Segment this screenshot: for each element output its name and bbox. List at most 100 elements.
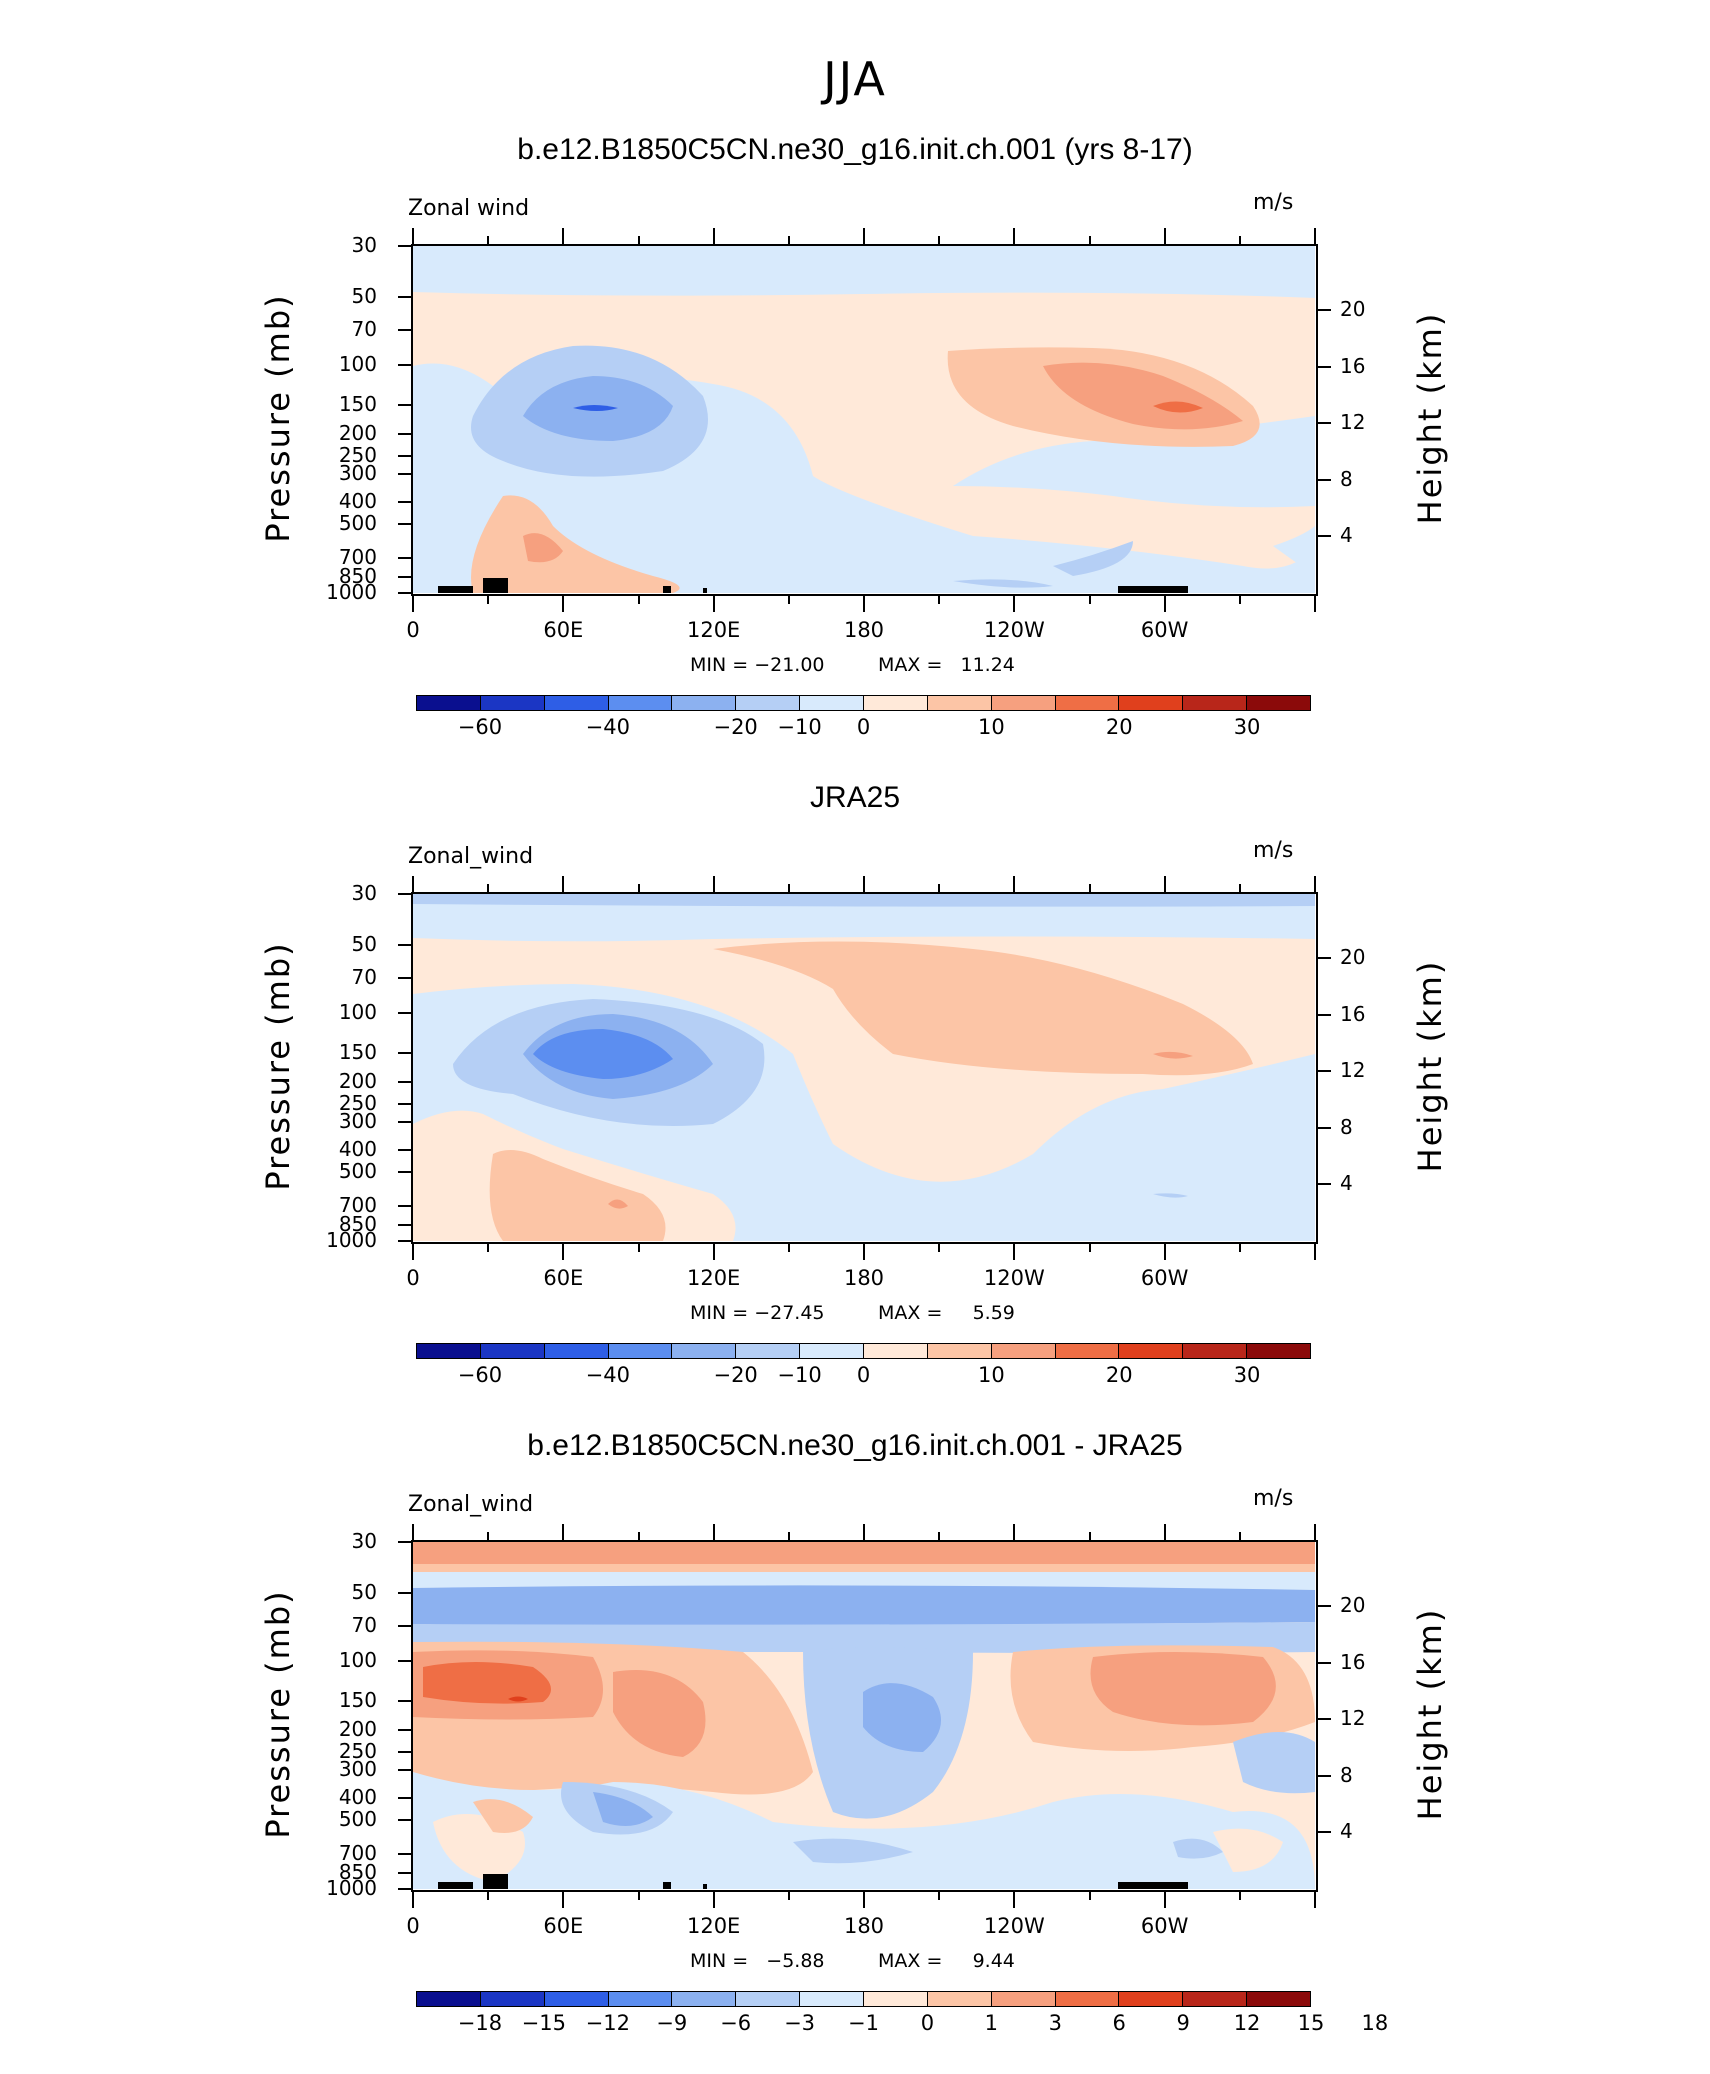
colorbar-label: 12 — [1233, 2011, 1261, 2035]
contour-region — [413, 1542, 1315, 1565]
land-mask — [663, 1882, 671, 1889]
colorbar-swatch — [672, 696, 737, 710]
y-right-axis-title: Height (km) — [1411, 959, 1449, 1173]
colorbar-label: −40 — [585, 1363, 630, 1387]
colorbar-swatch — [1055, 1344, 1120, 1358]
colorbar-swatch — [991, 696, 1056, 710]
x-tick — [863, 596, 865, 612]
colorbar-label: 10 — [977, 1363, 1005, 1387]
x-tick-label: 180 — [843, 1266, 885, 1290]
y-tick — [398, 1660, 411, 1663]
land-mask — [438, 1882, 473, 1889]
y-tick — [398, 893, 411, 895]
x-minor-tick — [1088, 884, 1091, 892]
x-minor-tick — [1238, 884, 1241, 892]
y-tick-label: 300 — [338, 1756, 377, 1781]
land-mask — [703, 1884, 707, 1889]
contour-region — [423, 1662, 551, 1704]
colorbar-swatch — [544, 1992, 609, 2006]
contour-region — [473, 1799, 533, 1833]
colorbar-label: 30 — [1233, 1363, 1261, 1387]
x-minor-tick — [938, 1244, 941, 1252]
colorbar-swatch — [1055, 1992, 1120, 2006]
y-tick — [398, 404, 411, 407]
y-tick-label: 1000 — [326, 580, 377, 604]
x-tick — [712, 1892, 715, 1908]
y-right-tick — [1318, 1013, 1331, 1016]
y-tick-label: 300 — [338, 460, 377, 485]
y-tick — [398, 364, 411, 367]
colorbar-label: 9 — [1176, 2011, 1190, 2035]
y-right-tick-label: 4 — [1340, 1171, 1353, 1196]
y-right-tick-label: 8 — [1340, 1114, 1353, 1139]
y-right-tick-label: 20 — [1340, 1593, 1366, 1618]
contour-region — [793, 1838, 913, 1864]
colorbar-swatch — [1183, 696, 1248, 710]
x-minor-tick — [487, 884, 490, 892]
y-tick — [398, 1750, 411, 1753]
x-tick-label: 0 — [406, 1266, 420, 1290]
contour-region — [413, 894, 1315, 907]
y-tick — [398, 432, 411, 435]
y-tick-label: 250 — [338, 1738, 377, 1763]
colorbar-swatch — [1247, 1992, 1311, 2006]
y-tick — [398, 245, 411, 247]
land-mask — [663, 586, 671, 593]
colorbar-swatch — [736, 1992, 801, 2006]
colorbar-label: −60 — [457, 1363, 503, 1387]
land-mask — [483, 1874, 508, 1889]
y-right-tick-label: 4 — [1340, 523, 1353, 548]
x-tick-label: 120W — [983, 618, 1045, 642]
y-tick-label: 400 — [338, 1137, 377, 1162]
x-minor-tick — [1238, 1532, 1241, 1540]
colorbar-swatch — [417, 696, 481, 710]
y-right-tick-label: 4 — [1340, 1819, 1353, 1844]
y-right-tick-label: 16 — [1340, 1001, 1366, 1026]
y-tick — [398, 1888, 411, 1890]
units-label: m/s — [1253, 190, 1294, 215]
y-right-tick — [1318, 1605, 1331, 1608]
y-tick-label: 200 — [338, 1068, 377, 1093]
y-tick-label: 850 — [338, 1211, 377, 1236]
y-right-tick-label: 12 — [1340, 1706, 1366, 1731]
y-tick-label: 70 — [351, 964, 377, 989]
y-right-tick — [1318, 1661, 1331, 1664]
colorbar-swatch — [927, 1344, 992, 1358]
max-label: MAX = 5.59 — [878, 1302, 1015, 1324]
x-tick — [1314, 596, 1316, 612]
colorbar — [416, 1991, 1311, 2007]
colorbar-swatch — [1119, 1344, 1184, 1358]
contour-region — [1153, 401, 1203, 413]
x-minor-tick — [1238, 1892, 1241, 1900]
min-label: MIN = −5.88 — [690, 1950, 825, 1972]
x-minor-tick — [487, 236, 490, 244]
y-tick-label: 150 — [338, 1040, 377, 1065]
y-tick-label: 100 — [338, 1648, 377, 1673]
y-tick — [398, 1052, 411, 1055]
colorbar-label: −9 — [656, 2011, 688, 2035]
contour-region — [953, 579, 1053, 588]
y-tick-label: 700 — [338, 1840, 377, 1865]
contour-region — [508, 1696, 528, 1702]
y-tick — [398, 1871, 411, 1874]
colorbar-label: 0 — [920, 2011, 935, 2035]
x-tick — [562, 596, 565, 612]
x-tick — [1163, 1524, 1166, 1540]
x-tick — [562, 1244, 565, 1260]
x-tick-label: 60E — [543, 1914, 584, 1938]
x-minor-tick — [637, 1244, 640, 1252]
colorbar-swatch — [991, 1344, 1056, 1358]
x-minor-tick — [938, 236, 941, 244]
contour-region — [489, 1150, 666, 1241]
x-tick — [412, 596, 414, 612]
y-tick-label: 150 — [338, 392, 377, 417]
y-right-tick — [1318, 1831, 1331, 1834]
y-tick — [398, 472, 411, 475]
x-tick — [863, 228, 865, 244]
colorbar-swatch — [480, 696, 545, 710]
contour-region — [413, 1585, 1315, 1627]
y-right-tick — [1318, 1774, 1331, 1777]
x-minor-tick — [787, 596, 790, 604]
y-right-tick-label: 16 — [1340, 1649, 1366, 1674]
y-right-axis-title: Height (km) — [1411, 1607, 1449, 1821]
